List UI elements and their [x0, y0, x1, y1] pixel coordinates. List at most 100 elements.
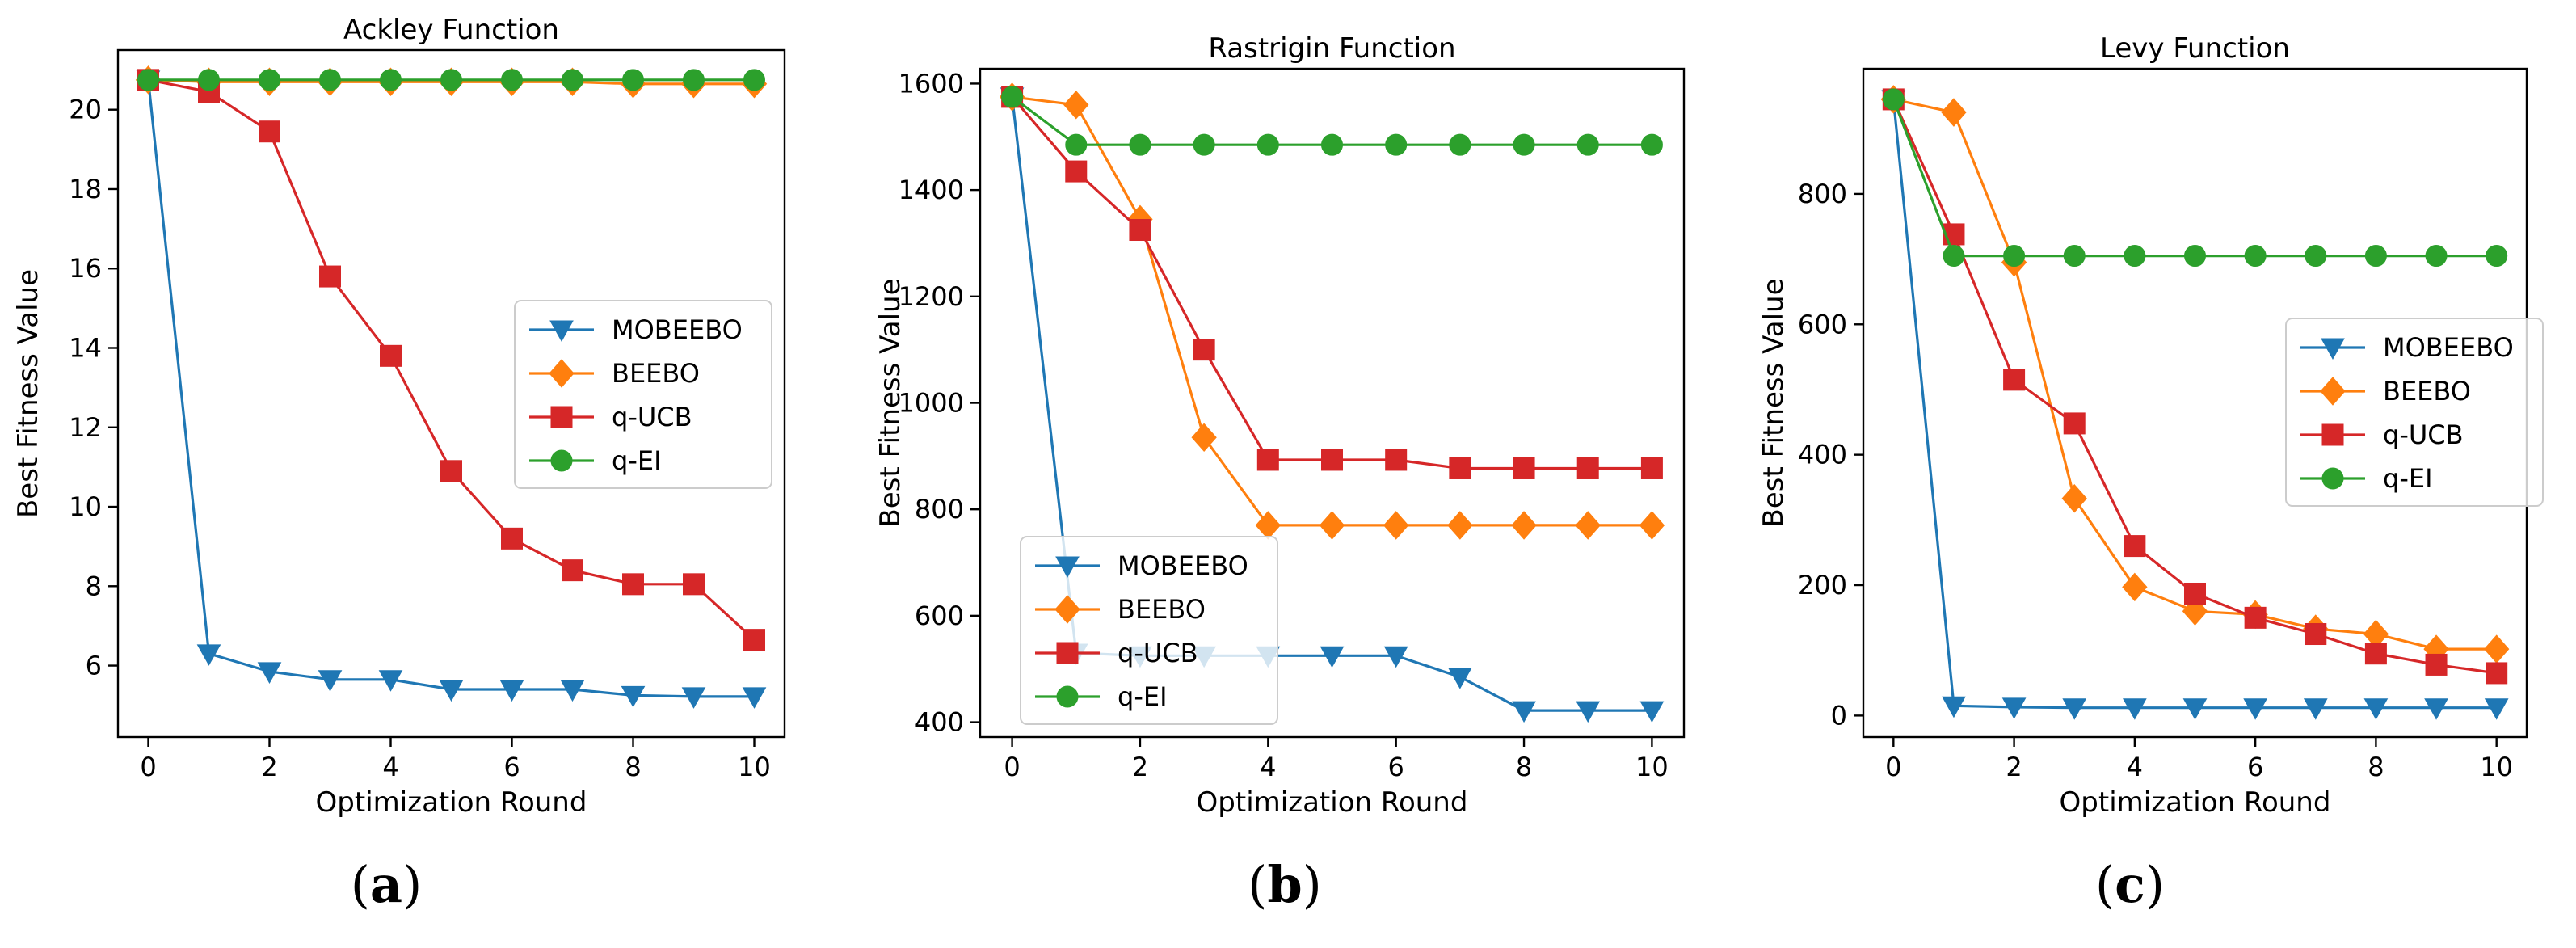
x-tick-label: 2 [1132, 752, 1148, 782]
data-point-beebo [1447, 511, 1473, 540]
data-point-q-ei [1943, 245, 1965, 268]
data-point-q-ucb [2244, 606, 2267, 629]
data-point-q-ucb [1129, 219, 1151, 242]
legend-label-q-ucb: q-UCB [1118, 638, 1198, 668]
y-tick-label: 200 [1798, 570, 1847, 600]
data-point-q-ei [259, 69, 280, 91]
x-tick-label: 0 [1004, 752, 1020, 782]
legend-marker-q-ei [2321, 467, 2344, 490]
data-point-q-ei [2425, 245, 2448, 268]
legend-label-mobeebo: MOBEEBO [2383, 332, 2514, 363]
data-point-beebo [1575, 511, 1601, 540]
y-tick-label: 600 [1798, 309, 1847, 339]
data-point-q-ucb [2124, 535, 2146, 558]
data-point-q-ucb [501, 527, 523, 550]
legend-marker-mobeebo [1055, 556, 1080, 579]
legend-label-beebo: BEEBO [2383, 376, 2471, 407]
data-point-q-ucb [622, 573, 644, 596]
data-point-q-ucb [1385, 449, 1408, 471]
data-point-beebo [1383, 511, 1409, 540]
data-point-q-ei [2124, 245, 2146, 268]
data-point-q-ei [198, 69, 220, 91]
y-tick-label: 20 [69, 95, 102, 125]
x-axis-label: Optimization Round [1197, 786, 1468, 819]
y-tick-label: 1200 [899, 281, 964, 312]
data-point-beebo [1191, 423, 1217, 453]
data-point-q-ei [319, 69, 341, 91]
series-line-q-ei [1892, 99, 2497, 258]
panel-caption: (a) [351, 855, 423, 914]
data-point-q-ucb [380, 344, 402, 367]
data-point-mobeebo [1448, 668, 1472, 689]
data-point-beebo [2061, 483, 2087, 513]
data-point-q-ei [1193, 133, 1215, 156]
legend: MOBEEBO BEEBO q-UCB q-EI [514, 300, 772, 489]
data-point-q-ei [1256, 133, 1279, 156]
y-tick-label: 400 [915, 707, 964, 738]
panel-caption: (b) [1248, 855, 1322, 914]
data-point-q-ei [562, 69, 583, 91]
data-point-mobeebo [499, 680, 524, 702]
data-point-mobeebo [1942, 696, 1966, 718]
legend-label-beebo: BEEBO [612, 358, 700, 389]
legend-marker-q-ucb [1056, 642, 1079, 664]
series-mobeebo [136, 70, 767, 709]
data-point-mobeebo [2001, 697, 2027, 719]
data-point-mobeebo [378, 670, 403, 692]
series-q-ei [1001, 86, 1663, 156]
data-point-mobeebo [2424, 698, 2448, 720]
data-point-q-ei [2003, 245, 2026, 268]
y-tick-label: 0 [1831, 700, 1847, 731]
data-point-q-ucb [2003, 369, 2026, 391]
data-point-mobeebo [196, 644, 221, 666]
y-tick-label: 600 [915, 600, 964, 631]
x-axis-label: Optimization Round [316, 786, 587, 819]
data-point-beebo [1639, 511, 1665, 540]
chart-title: Levy Function [2100, 32, 2290, 65]
data-point-q-ei [137, 69, 159, 91]
data-point-q-ucb [2184, 582, 2206, 605]
data-point-q-ucb [2425, 653, 2448, 676]
data-point-q-ei [1882, 88, 1905, 111]
chart-title: Rastrigin Function [1208, 32, 1455, 65]
data-point-q-ei [1001, 86, 1024, 108]
x-tick-label: 6 [2247, 752, 2263, 782]
legend: MOBEEBO BEEBO q-UCB q-EI [1020, 536, 1278, 725]
data-point-mobeebo [2243, 698, 2267, 720]
rastrigin-chart: 0 2 4 6 8 10 400 600 800 1000 1200 1400 1600 Rastrigi… [874, 32, 1686, 914]
data-point-q-ucb [2364, 643, 2387, 665]
data-point-q-ucb [1321, 449, 1343, 471]
x-tick-label: 4 [382, 752, 398, 782]
data-point-q-ei [1321, 133, 1343, 156]
data-point-q-ucb [743, 629, 765, 651]
legend-marker-q-ei [550, 449, 573, 472]
legend-marker-q-ucb [550, 406, 573, 428]
data-point-mobeebo [1576, 701, 1601, 723]
data-point-q-ei [683, 69, 705, 91]
data-point-q-ei [2305, 245, 2327, 268]
data-point-q-ucb [1193, 339, 1215, 361]
data-point-q-ei [1385, 133, 1408, 156]
data-point-q-ei [743, 69, 765, 91]
y-axis-label: Best Fitness Value [874, 278, 907, 527]
levy-chart: 0 2 4 6 8 10 0 200 400 600 800 Levy Function Optimiz… [1757, 32, 2544, 914]
y-tick-label: 400 [1798, 440, 1847, 470]
data-point-q-ucb [2063, 412, 2086, 435]
data-point-beebo [2484, 634, 2510, 664]
legend-box [514, 300, 772, 489]
data-point-beebo [1063, 91, 1089, 120]
data-point-q-ucb [1640, 457, 1663, 479]
legend-label-beebo: BEEBO [1118, 594, 1206, 625]
y-tick-label: 8 [86, 571, 102, 601]
legend-marker-mobeebo [2321, 338, 2345, 360]
data-point-mobeebo [318, 670, 343, 692]
series-q-ucb [137, 69, 765, 651]
panel-caption: (c) [2095, 855, 2165, 914]
data-point-q-ei [2486, 245, 2508, 268]
y-tick-label: 1000 [899, 388, 964, 419]
x-tick-label: 8 [625, 752, 641, 782]
y-tick-label: 800 [915, 494, 964, 525]
legend-marker-beebo [549, 359, 575, 388]
data-point-mobeebo [2484, 698, 2509, 720]
legend-marker-q-ucb [2321, 423, 2344, 446]
